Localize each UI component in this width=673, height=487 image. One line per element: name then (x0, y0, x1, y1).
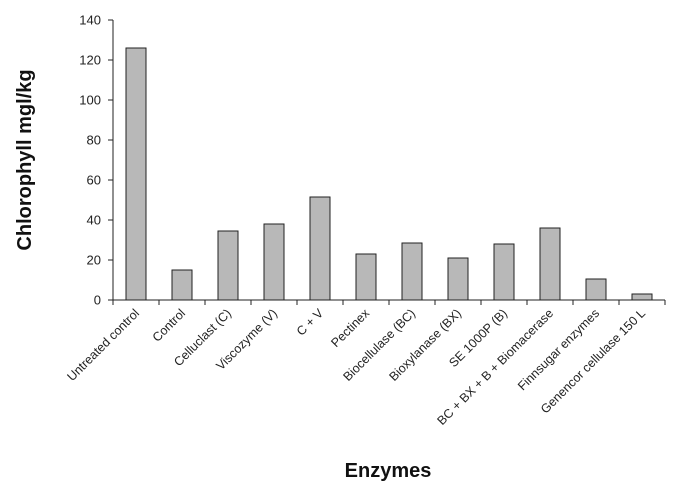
x-axis-ticks (112, 300, 666, 305)
bar-12 (631, 293, 653, 301)
bar-4 (263, 223, 285, 301)
x-axis-title: Enzymes (345, 460, 432, 482)
y-tick-label: 120 (79, 53, 101, 68)
bar-3 (217, 230, 239, 301)
bar-2 (171, 269, 193, 301)
y-tick-label: 80 (87, 133, 101, 148)
bar-8 (447, 257, 469, 301)
y-tick-label: 40 (87, 213, 101, 228)
bar-1 (125, 47, 147, 301)
y-axis-title: Chlorophyll mgl/kg (14, 69, 36, 250)
bar-10 (539, 227, 561, 301)
category-label: Untreated control (64, 306, 142, 384)
bar-7 (401, 242, 423, 301)
bar-11 (585, 278, 607, 301)
bars (125, 47, 653, 301)
y-axis-ticks: 0 20 40 60 80 100 120 140 (79, 13, 113, 308)
category-label: C + V (294, 306, 327, 339)
y-tick-label: 20 (87, 253, 101, 268)
category-label: Control (150, 306, 188, 344)
y-tick-label: 140 (79, 13, 101, 28)
y-tick-label: 60 (87, 173, 101, 188)
category-label: Pectinex (328, 306, 372, 350)
y-tick-label: 0 (94, 293, 101, 308)
y-tick-label: 100 (79, 93, 101, 108)
bar-5 (309, 196, 331, 301)
bar-9 (493, 243, 515, 301)
bar-6 (355, 253, 377, 301)
category-label: Finnsugar enzymes (515, 306, 602, 393)
